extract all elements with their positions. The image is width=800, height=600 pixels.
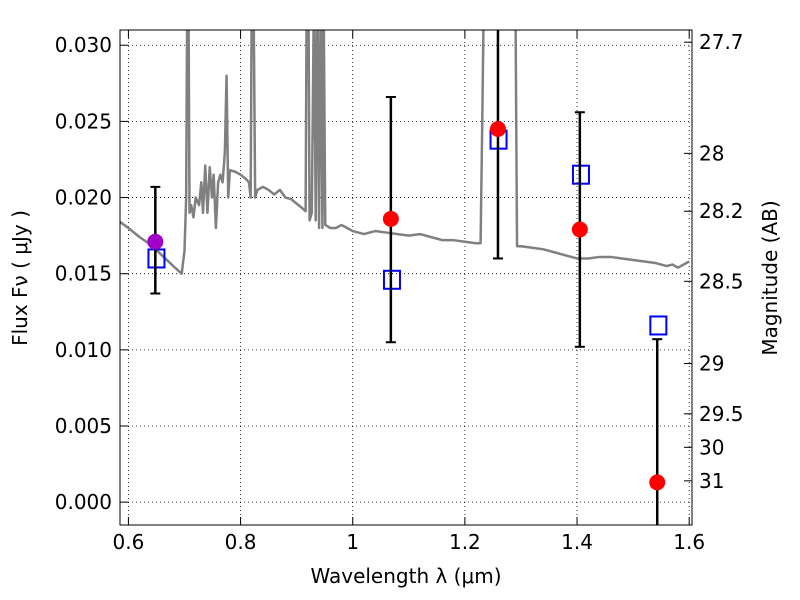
plot-area xyxy=(120,30,690,525)
x-tick-label: 0.8 xyxy=(225,530,257,554)
y-tick-label: 0.010 xyxy=(55,338,112,362)
observed-flux-point xyxy=(571,221,588,238)
magnitude-tick-label: 31 xyxy=(699,469,724,493)
magnitude-tick-label: 29 xyxy=(699,352,724,376)
magnitude-axis-label: Magnitude (AB) xyxy=(758,200,782,355)
axes: 0.6 0.8 1 1.2 1.4 1.6 0.000 0.005 0.010 0.015 0.02… xyxy=(55,30,744,554)
y-tick-label: 0.020 xyxy=(55,186,112,210)
model-sed-line xyxy=(120,30,690,275)
magnitude-tick-label: 28 xyxy=(699,141,724,165)
magnitude-tick-label: 27.7 xyxy=(699,30,744,54)
observed-flux-point xyxy=(489,121,506,137)
observed-flux-point xyxy=(147,233,164,250)
y-tick-label: 0.025 xyxy=(55,109,112,133)
y-tick-label: 0.005 xyxy=(55,414,112,438)
observed-flux-point xyxy=(382,210,399,227)
magnitude-tick-label: 30 xyxy=(699,435,724,459)
x-tick-label: 1 xyxy=(346,530,359,554)
x-tick-label: 1.2 xyxy=(449,530,481,554)
magnitude-tick-label: 28.2 xyxy=(699,199,744,223)
x-tick-label: 1.6 xyxy=(673,530,705,554)
model-flux-square xyxy=(649,315,668,336)
x-axis-label: Wavelength λ (μm) xyxy=(310,564,501,588)
x-tick-label: 1.4 xyxy=(561,530,593,554)
y-axis-label: Flux Fν ( μJy ) xyxy=(8,210,32,346)
y-tick-label: 0.015 xyxy=(55,262,112,286)
magnitude-tick-label: 28.5 xyxy=(699,269,744,293)
observed-flux-point xyxy=(649,474,666,491)
x-tick-label: 0.6 xyxy=(113,530,145,554)
magnitude-tick-label: 29.5 xyxy=(699,402,744,426)
grid xyxy=(120,30,692,525)
plot-frame xyxy=(119,29,693,526)
y-tick-label: 0.030 xyxy=(55,33,112,57)
y-tick-label: 0.000 xyxy=(55,490,112,514)
